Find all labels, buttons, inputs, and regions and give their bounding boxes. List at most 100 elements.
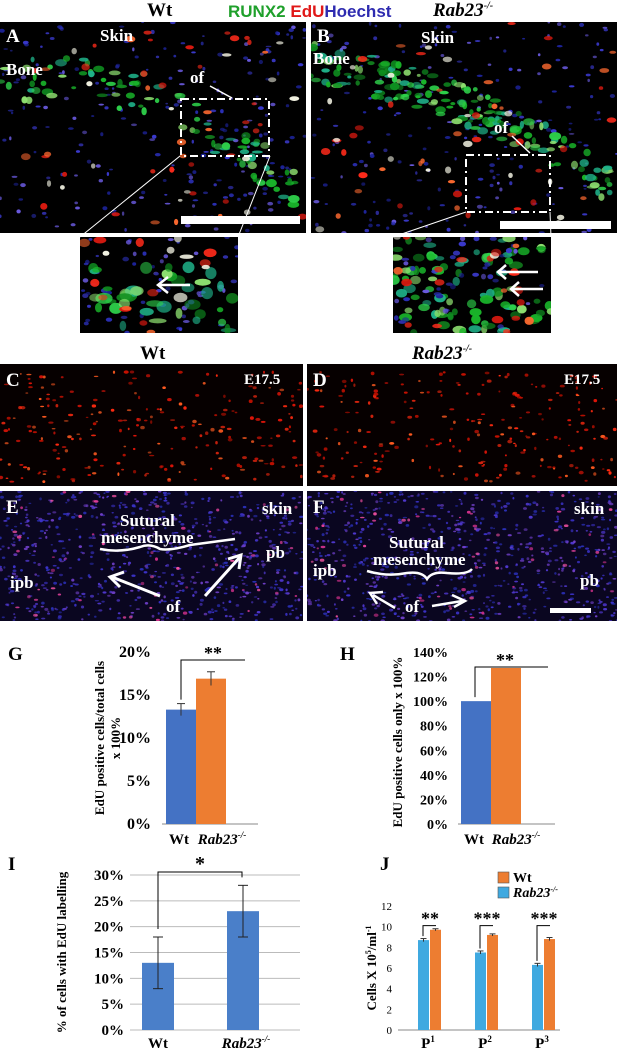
cell-nucleus <box>549 491 552 493</box>
cell-nucleus <box>202 35 205 37</box>
cell-nucleus <box>475 473 479 477</box>
cell-nucleus <box>42 480 46 483</box>
cell-nucleus <box>403 297 410 302</box>
cell-nucleus <box>116 461 121 465</box>
cell-nucleus <box>534 446 537 451</box>
cell-nucleus <box>461 373 466 376</box>
cell-nucleus <box>58 540 63 543</box>
cell-nucleus <box>606 543 611 545</box>
cell-nucleus <box>609 518 612 522</box>
cell-nucleus <box>578 401 581 404</box>
cell-nucleus <box>292 439 296 443</box>
cell-nucleus <box>272 528 275 531</box>
panel-e-mesenchyme: mesenchyme <box>101 528 194 547</box>
cell-nucleus <box>501 418 505 421</box>
cell-nucleus <box>590 410 593 413</box>
cell-nucleus <box>297 63 304 67</box>
cell-nucleus <box>370 371 375 376</box>
cell-nucleus <box>571 550 576 552</box>
cell-nucleus <box>494 541 498 544</box>
cell-nucleus <box>609 557 613 559</box>
cell-nucleus <box>242 456 247 460</box>
cell-nucleus <box>354 563 357 566</box>
cell-nucleus <box>225 476 230 480</box>
cell-nucleus <box>505 248 513 254</box>
cell-nucleus <box>464 136 468 140</box>
cell-nucleus <box>222 196 229 199</box>
cell-nucleus <box>78 492 82 494</box>
cell-nucleus <box>496 136 508 142</box>
cell-nucleus <box>599 611 603 614</box>
cell-nucleus <box>178 514 182 517</box>
cell-nucleus <box>201 264 210 270</box>
cell-nucleus <box>454 205 460 211</box>
cell-nucleus <box>251 440 255 443</box>
cell-nucleus <box>554 520 559 523</box>
cell-nucleus <box>366 564 369 567</box>
cell-nucleus <box>11 581 16 583</box>
cell-nucleus <box>120 117 127 120</box>
cell-nucleus <box>75 206 80 210</box>
cell-nucleus <box>119 502 123 504</box>
cell-nucleus <box>185 586 189 589</box>
chart-h-bar <box>491 667 521 824</box>
cell-nucleus <box>428 595 431 598</box>
cell-nucleus <box>97 585 103 588</box>
cell-nucleus <box>359 573 362 576</box>
cell-nucleus <box>33 598 39 601</box>
cell-nucleus <box>285 551 290 555</box>
cell-nucleus <box>180 426 184 429</box>
cell-nucleus <box>394 298 400 304</box>
cell-nucleus <box>346 594 351 597</box>
cell-nucleus <box>372 200 376 204</box>
cell-nucleus <box>134 392 137 395</box>
cell-nucleus <box>425 514 430 517</box>
panel-a-bone: Bone <box>6 60 43 79</box>
chart-i-letter: I <box>8 854 15 875</box>
cell-nucleus <box>513 391 518 395</box>
cell-nucleus <box>535 309 545 317</box>
cell-nucleus <box>151 265 155 269</box>
cell-nucleus <box>481 413 486 415</box>
cell-nucleus <box>207 610 212 614</box>
cell-nucleus <box>355 411 359 414</box>
cell-nucleus <box>582 586 585 588</box>
cell-nucleus <box>577 408 581 411</box>
cell-nucleus <box>97 582 101 586</box>
cell-nucleus <box>59 26 64 31</box>
cell-nucleus <box>226 293 238 304</box>
cell-nucleus <box>239 616 242 618</box>
cell-nucleus <box>494 435 500 438</box>
cell-nucleus <box>128 102 136 108</box>
cell-nucleus <box>489 169 494 173</box>
cell-nucleus <box>410 266 416 271</box>
cell-nucleus <box>279 388 285 392</box>
cell-nucleus <box>224 237 230 239</box>
cell-nucleus <box>28 382 33 385</box>
cell-nucleus <box>45 397 50 401</box>
cell-nucleus <box>75 150 81 153</box>
cell-nucleus <box>606 117 617 123</box>
cell-nucleus <box>401 93 410 101</box>
cell-nucleus <box>445 219 449 222</box>
cell-nucleus <box>18 406 22 410</box>
cell-nucleus <box>496 157 500 160</box>
cell-nucleus <box>378 517 382 520</box>
cell-nucleus <box>512 585 515 588</box>
cell-nucleus <box>154 153 161 157</box>
cell-nucleus <box>354 578 357 581</box>
cell-nucleus <box>393 275 400 285</box>
cell-nucleus <box>253 550 257 552</box>
cell-nucleus <box>562 25 566 28</box>
cell-nucleus <box>212 536 217 538</box>
cell-nucleus <box>136 424 139 427</box>
cell-nucleus <box>90 551 95 555</box>
cell-nucleus <box>205 431 209 435</box>
cell-nucleus <box>168 107 174 111</box>
cell-nucleus <box>429 528 434 531</box>
cell-nucleus <box>312 429 318 433</box>
cell-nucleus <box>372 581 376 584</box>
cell-nucleus <box>600 534 605 538</box>
cell-nucleus <box>517 547 520 551</box>
cell-nucleus <box>515 85 521 90</box>
